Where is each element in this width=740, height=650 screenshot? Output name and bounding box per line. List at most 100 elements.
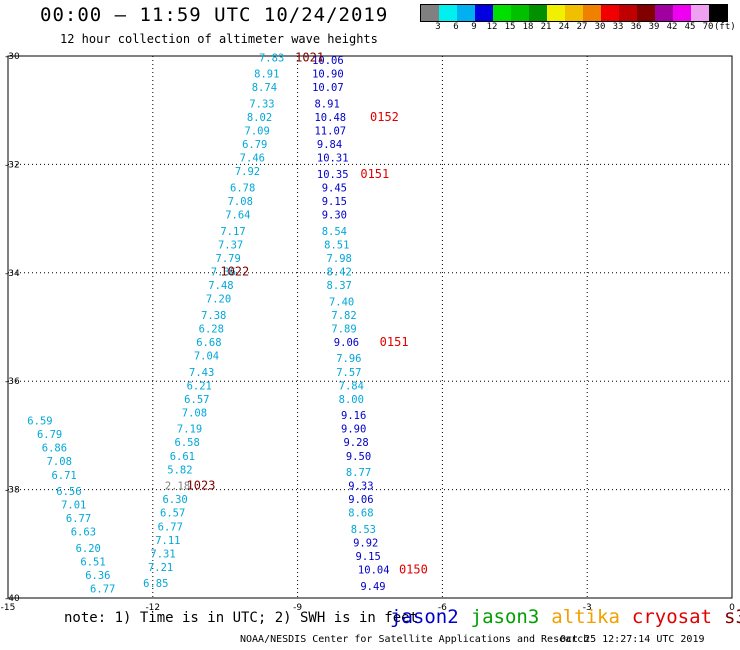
x-tick-label: -9 [293, 603, 302, 613]
x-tick-label: -3 [583, 603, 592, 613]
color-scale-unit: (ft) [714, 22, 736, 32]
wave-height-point: 7.96 [336, 353, 361, 365]
wave-height-point: 8.00 [339, 394, 364, 406]
wave-height-point: 9.06 [334, 337, 359, 349]
wave-height-point: 9.28 [343, 437, 368, 449]
wave-height-point: 11.07 [314, 126, 346, 138]
satellite-legend-entry: jason3 [470, 606, 540, 628]
color-scale-label: 30 [594, 22, 606, 32]
wave-height-point: 6.56 [56, 486, 81, 498]
wave-height-point: 6.30 [162, 494, 187, 506]
wave-height-point: 7.04 [194, 351, 219, 363]
footer-credit: NOAA/NESDIS Center for Satellite Applica… [240, 634, 590, 645]
wave-height-point: 6.68 [196, 337, 221, 349]
wave-height-point: 10.07 [312, 82, 344, 94]
wave-height-point: 6.61 [170, 451, 195, 463]
pass-time-label: 0150 [399, 563, 428, 577]
color-scale-label: 70 [702, 22, 714, 32]
color-swatch [655, 5, 673, 21]
color-scale-label: 18 [522, 22, 534, 32]
pass-time-label: 1023 [187, 479, 216, 493]
wave-height-point: 8.77 [346, 467, 371, 479]
wave-height-point: 7.48 [208, 280, 233, 292]
color-scale-label: 9 [471, 22, 477, 32]
color-scale-label: 36 [630, 22, 642, 32]
color-swatch [529, 5, 547, 21]
y-tick-label: -40 [5, 594, 20, 604]
wave-height-point: 6.51 [80, 556, 105, 568]
color-scale-label: 42 [666, 22, 678, 32]
wave-height-point: 10.90 [312, 69, 344, 81]
color-scale-label: 39 [648, 22, 660, 32]
color-swatch [673, 5, 691, 21]
wave-height-point: 7.84 [339, 380, 364, 392]
chart-note: note: 1) Time is in UTC; 2) SWH is in fe… [64, 610, 419, 626]
color-swatch [439, 5, 457, 21]
wave-height-point: 6.77 [90, 584, 115, 596]
wave-height-point: 9.16 [341, 410, 366, 422]
satellite-legend-entry: cryosat [631, 606, 712, 628]
wave-height-point: 9.84 [317, 139, 342, 151]
color-scale-label: 27 [576, 22, 588, 32]
wave-height-point: 7.21 [148, 562, 173, 574]
satellite-legend: jason2 jason3 altika cryosat s3a [390, 606, 740, 628]
wave-height-point: 8.91 [254, 69, 279, 81]
wave-height-point: 9.45 [322, 183, 347, 195]
wave-height-point: 7.38 [201, 310, 226, 322]
color-scale-label: 12 [486, 22, 498, 32]
wave-height-point: 10.31 [317, 153, 349, 165]
color-scale-label: 21 [540, 22, 552, 32]
wave-height-point: 6.21 [187, 380, 212, 392]
page-title: 00:00 – 11:59 UTC 10/24/2019 [40, 4, 389, 26]
satellite-legend-entry: altika [551, 606, 620, 628]
wave-height-point: 7.09 [245, 126, 270, 138]
wave-height-point: 7.01 [61, 500, 86, 512]
wave-height-point: 6.86 [42, 443, 67, 455]
wave-height-point: 7.57 [336, 367, 361, 379]
color-swatch [547, 5, 565, 21]
wave-height-point: 8.02 [247, 112, 272, 124]
wave-height-point: 7.20 [206, 294, 231, 306]
wave-height-point: 8.53 [351, 524, 376, 536]
page-subtitle: 12 hour collection of altimeter wave hei… [60, 32, 378, 46]
wave-height-point: 7.19 [177, 424, 202, 436]
pass-time-label: 0151 [360, 167, 389, 181]
color-swatch [709, 5, 727, 21]
wave-height-point: 9.06 [348, 494, 373, 506]
pass-time-label: 0151 [380, 335, 409, 349]
wave-height-point: 8.74 [252, 82, 277, 94]
color-swatch [691, 5, 709, 21]
wave-height-point: 7.17 [220, 226, 245, 238]
wave-height-point: 9.15 [322, 196, 347, 208]
y-tick-label: -34 [5, 269, 20, 279]
satellite-legend-entry: jason2 [390, 606, 459, 628]
wave-height-point: 8.91 [314, 98, 339, 110]
pass-time-label: 0152 [370, 110, 399, 124]
wave-height-point: 7.89 [331, 323, 356, 335]
wave-height-point: 7.46 [240, 153, 265, 165]
plot-frame [7, 55, 733, 599]
wave-height-point: 6.57 [160, 508, 185, 520]
wave-height-point: 7.08 [47, 456, 72, 468]
color-swatch [475, 5, 493, 21]
wave-height-point: 8.51 [324, 239, 349, 251]
wave-height-point: 10.04 [358, 565, 390, 577]
color-swatch [583, 5, 601, 21]
wave-height-point: 7.08 [228, 196, 253, 208]
wave-height-point: 8.68 [348, 508, 373, 520]
color-scale-legend [420, 4, 728, 22]
wave-height-point: 7.33 [249, 98, 274, 110]
wave-height-point: 7.31 [150, 548, 175, 560]
wave-height-point: 7.92 [235, 166, 260, 178]
color-swatch [619, 5, 637, 21]
x-tick-label: -6 [438, 603, 447, 613]
wave-height-point: 6.20 [76, 543, 101, 555]
wave-height-point: 6.85 [143, 578, 168, 590]
wave-height-point: 6.58 [175, 437, 200, 449]
color-scale-label: 3 [435, 22, 441, 32]
color-swatch [421, 5, 439, 21]
footer-timestamp: Oct 25 12:27:14 UTC 2019 [560, 634, 705, 645]
wave-height-point: 10.48 [314, 112, 346, 124]
y-tick-label: -38 [5, 486, 20, 496]
